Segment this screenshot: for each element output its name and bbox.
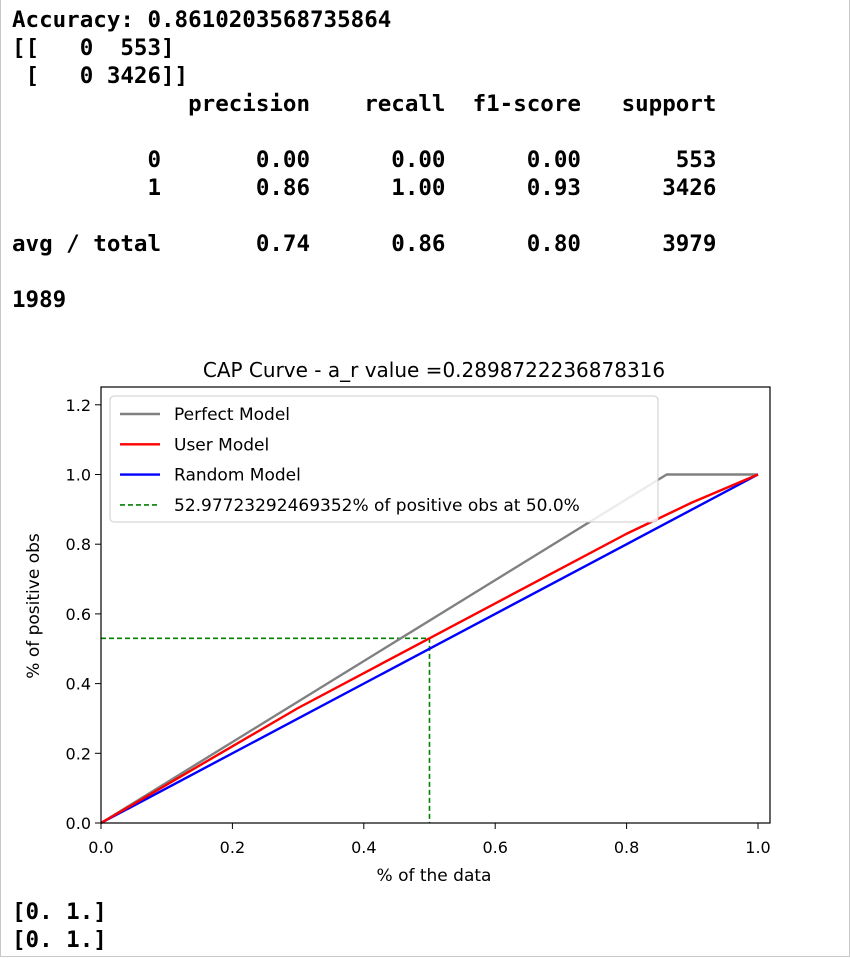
y-tick-label: 0.4 [66,675,91,694]
array-output: [0. 1.] [0. 1.] [12,898,107,954]
output-line: Accuracy: 0.8610203568735864 [12,7,392,33]
plot-frame [100,386,771,824]
legend-label: Random Model [174,466,301,486]
output-line: [0. 1.] [12,899,107,925]
output-line: [0. 1.] [12,927,107,953]
y-tick-label: 1.0 [66,466,91,485]
legend-label: Perfect Model [174,405,290,425]
chart-title: CAP Curve - a_r value =0.289872223687831… [203,358,665,382]
legend-label: 52.97723292469352% of positive obs at 50… [174,496,580,516]
x-tick-label: 0.8 [614,838,639,857]
legend-label: User Model [174,435,269,455]
y-tick-label: 0.2 [66,744,91,763]
output-line: 1 0.86 1.00 0.93 3426 [12,175,717,201]
legend-box [109,395,659,523]
y-tick-label: 0.6 [66,605,91,624]
series-line-0 [100,473,758,825]
y-axis-label: % of positive obs [24,533,44,679]
output-line: [ 0 3426]] [12,63,189,89]
classification-output: Accuracy: 0.8610203568735864 [[ 0 553] [… [12,6,716,314]
output-line: 0 0.00 0.00 0.00 553 [12,147,717,173]
output-line: avg / total 0.74 0.86 0.80 3979 [12,231,717,257]
output-line: [[ 0 553] [12,35,175,61]
x-tick-label: 0.0 [88,838,113,857]
cap-curve-chart: CAP Curve - a_r value =0.289872223687831… [24,358,771,886]
x-tick-label: 1.0 [745,838,770,857]
output-line: 1989 [12,287,67,313]
output-line: precision recall f1-score support [12,91,717,117]
x-tick-label: 0.6 [482,838,507,857]
x-tick-label: 0.2 [220,838,245,857]
series-line-2 [100,473,759,825]
y-tick-label: 1.2 [66,396,91,415]
y-tick-label: 0.0 [66,814,91,833]
x-axis-label: % of the data [377,866,492,886]
series-line-1 [100,473,759,825]
y-tick-label: 0.8 [66,535,91,554]
x-tick-label: 0.4 [351,838,376,857]
